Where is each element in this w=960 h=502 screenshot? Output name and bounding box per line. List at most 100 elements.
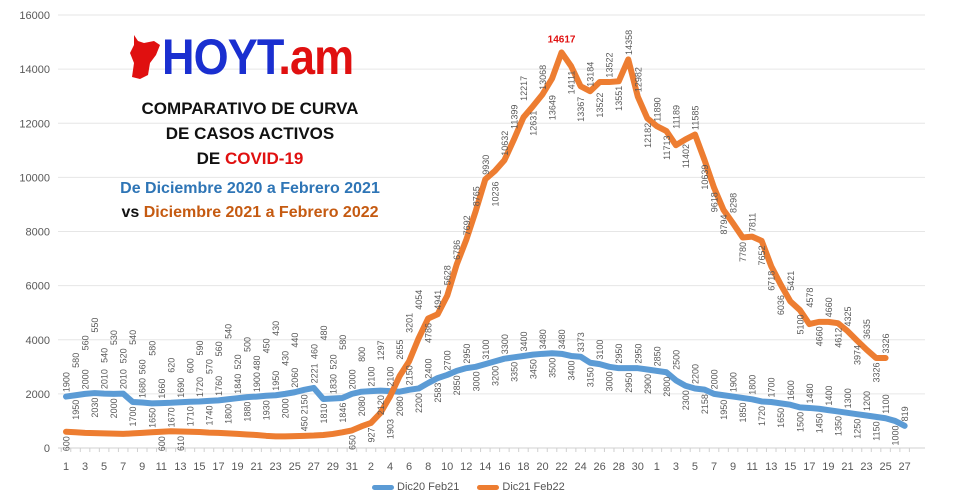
- x-tick-label: 23: [860, 461, 872, 473]
- data-label: 2000: [347, 369, 357, 389]
- data-label: 3400: [519, 331, 529, 351]
- legend: Dic20 Feb21 Dic21 Feb22: [372, 481, 565, 493]
- data-label: 2000: [281, 398, 291, 418]
- subtitle-1: De Diciembre 2020 a Febrero 2021: [120, 180, 380, 197]
- data-label: 4660: [814, 326, 824, 346]
- data-label: 1400: [824, 386, 834, 406]
- x-tick-label: 19: [822, 461, 834, 473]
- x-tick-label: 17: [212, 461, 224, 473]
- data-label: 1300: [843, 388, 853, 408]
- data-label: 540: [128, 330, 138, 345]
- data-label: 590: [195, 341, 205, 356]
- data-label: 6036: [776, 295, 786, 315]
- data-label: 520: [233, 354, 243, 369]
- data-label: 819: [900, 406, 910, 421]
- legend-item-series-2[interactable]: Dic21 Feb22: [477, 481, 565, 493]
- data-label: 1800: [748, 375, 758, 395]
- x-tick-label: 4: [387, 461, 393, 473]
- data-label: 5628: [443, 265, 453, 285]
- legend-item-series-1[interactable]: Dic20 Feb21: [372, 481, 459, 493]
- data-label: 8794: [719, 215, 729, 235]
- data-label: 4054: [414, 290, 424, 310]
- data-label: 9930: [481, 155, 491, 175]
- data-label: 2221: [309, 363, 319, 383]
- y-tick-label: 16000: [19, 10, 50, 22]
- data-label: 11399: [509, 105, 519, 129]
- x-tick-label: 7: [120, 461, 126, 473]
- data-label: 1950: [271, 371, 281, 391]
- data-label: 11890: [652, 97, 662, 121]
- title-line-3: DE COVID-19: [196, 149, 304, 168]
- data-label: 5421: [786, 271, 796, 291]
- data-label: 11713: [662, 136, 672, 160]
- data-label: 430: [271, 321, 281, 336]
- chart-title-block: COMPARATIVO DE CURVA DE CASOS ACTIVOS DE…: [100, 96, 400, 225]
- data-label: 1250: [852, 419, 862, 439]
- data-label: 480: [252, 355, 262, 370]
- data-label: 1700: [767, 377, 777, 397]
- data-label: 1297: [376, 340, 386, 360]
- data-label: 2000: [710, 369, 720, 389]
- data-label: 2950: [614, 344, 624, 364]
- data-label: 2010: [119, 369, 129, 389]
- data-label: 3974: [852, 345, 862, 365]
- data-label: 1950: [71, 400, 81, 420]
- x-tick-label: 18: [517, 461, 529, 473]
- data-label: 580: [338, 335, 348, 350]
- x-tick-label: 29: [327, 461, 339, 473]
- data-label: 11402: [681, 144, 691, 168]
- title-line-1: COMPARATIVO DE CURVA: [141, 99, 359, 118]
- x-tick-label: 14: [479, 461, 491, 473]
- x-tick-label: 30: [632, 461, 644, 473]
- data-label: 927: [366, 427, 376, 442]
- data-label: 2583: [433, 383, 443, 403]
- data-label: 2150: [405, 365, 415, 385]
- data-label: 7811: [748, 213, 758, 232]
- data-label: 2200: [690, 364, 700, 384]
- data-label: 430: [281, 351, 291, 366]
- data-label: 10639: [700, 165, 710, 190]
- x-tick-label: 11: [156, 461, 167, 473]
- subtitle-2: vs Diciembre 2021 a Febrero 2022: [121, 204, 379, 221]
- data-label: 560: [81, 335, 91, 350]
- data-label: 1600: [786, 380, 796, 400]
- data-label: 1710: [185, 406, 195, 426]
- data-label: 2655: [395, 340, 405, 360]
- data-label: 520: [328, 354, 338, 369]
- data-label: 12631: [528, 111, 538, 136]
- y-tick-label: 8000: [26, 227, 50, 239]
- data-label: 2800: [662, 377, 672, 397]
- data-label: 2500: [671, 350, 681, 370]
- data-label: 3480: [538, 329, 548, 349]
- data-label: 3000: [471, 371, 481, 391]
- x-tick-label: 22: [555, 461, 567, 473]
- y-tick-label: 12000: [19, 118, 50, 130]
- data-label: 1930: [262, 400, 272, 420]
- data-label: 1350: [833, 416, 843, 436]
- x-tick-label: 16: [498, 461, 510, 473]
- data-label: 4578: [805, 288, 815, 308]
- data-label: 600: [185, 358, 195, 373]
- data-label: 2950: [624, 373, 634, 393]
- data-label: 650: [347, 435, 357, 450]
- x-tick-label: 7: [711, 461, 717, 473]
- data-label: 440: [290, 333, 300, 348]
- data-label: 3000: [605, 371, 615, 391]
- data-label: 2150: [300, 394, 310, 414]
- data-label: 3300: [500, 334, 510, 354]
- data-label: 11585: [690, 106, 700, 130]
- y-tick-label: 4000: [26, 335, 50, 347]
- data-label: 11189: [671, 105, 681, 129]
- data-label: 3326: [872, 362, 882, 382]
- x-tick-label: 27: [899, 461, 911, 473]
- data-label: 1900: [62, 372, 72, 392]
- data-label: 1450: [814, 413, 824, 433]
- data-label: 3400: [567, 360, 577, 380]
- data-label: 7780: [738, 242, 748, 262]
- y-tick-label: 14000: [19, 64, 50, 76]
- x-tick-label: 20: [536, 461, 548, 473]
- data-label: 2010: [100, 369, 110, 389]
- data-label: 1740: [204, 405, 214, 425]
- x-tick-label: 31: [346, 461, 358, 473]
- data-label: 3100: [481, 340, 491, 360]
